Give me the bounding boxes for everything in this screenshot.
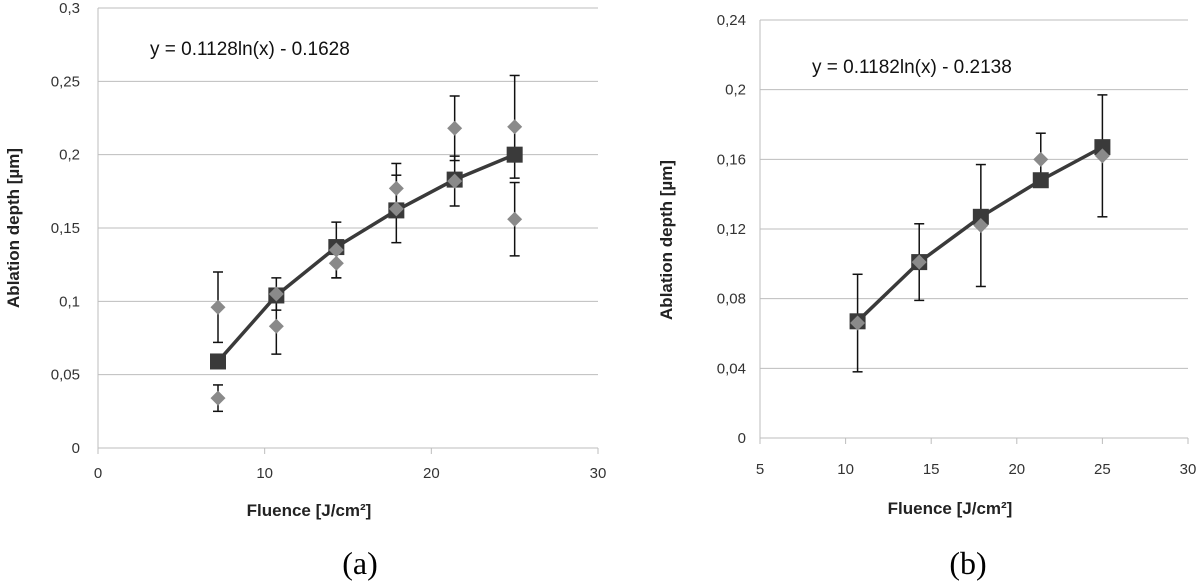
chart-a-measurement-marker	[388, 180, 404, 196]
chart-b-measurement-marker	[911, 254, 927, 270]
chart-b-x-tick-label: 10	[837, 461, 854, 478]
chart-a-measurement-marker	[268, 286, 284, 302]
chart-b-axes	[759, 20, 1188, 439]
chart-a-mean-marker	[210, 353, 226, 370]
chart-b-y-tick-label: 0,04	[717, 360, 746, 377]
chart-b-mean-marker	[972, 208, 989, 225]
chart-b-measurement-marker	[1033, 151, 1049, 167]
chart-a-x-tick-label: 10	[256, 465, 273, 482]
chart-a-measurement-marker	[268, 318, 284, 334]
chart-a-axes	[97, 8, 598, 449]
chart-a-measurement-marker	[328, 255, 344, 271]
chart-b-mean-line	[856, 145, 1104, 323]
chart-a-measurement-marker	[447, 173, 463, 189]
chart-a-mean-marker	[506, 146, 523, 163]
chart-a-y-tick-label: 0,1	[59, 293, 80, 310]
chart-a-x-tick-label: 0	[94, 465, 102, 482]
chart-a-caption: (a)	[342, 545, 378, 581]
chart-b-x-tick-label: 30	[1180, 461, 1197, 478]
chart-b: 0 0,04 0,08 0,12 0,16 0,2 0,24 5 10 15 20 25 30 y =…	[657, 12, 1196, 581]
chart-b-error-bars	[852, 94, 1108, 373]
chart-a-measurement-marker	[447, 120, 463, 136]
chart-b-y-ticks: 0 0,04 0,08 0,12 0,16 0,2 0,24	[717, 12, 746, 447]
chart-a-mean-line	[216, 153, 516, 363]
chart-a-y-tick-label: 0,3	[59, 0, 80, 17]
chart-b-measurement-markers	[850, 148, 1110, 331]
chart-a-y-axis-title: Ablation depth [µm]	[4, 148, 23, 308]
chart-a-y-tick-label: 0,15	[51, 220, 80, 237]
chart-a-y-tick-label: 0,25	[51, 73, 80, 90]
chart-a-trend-line	[216, 153, 516, 363]
chart-a-measurement-marker	[388, 201, 404, 217]
chart-a-measurement-marker	[210, 390, 226, 406]
chart-a-measurement-markers	[210, 119, 523, 406]
chart-b-x-tick-label: 25	[1094, 461, 1111, 478]
chart-b-caption: (b)	[949, 545, 986, 581]
chart-b-measurement-marker	[973, 218, 989, 234]
chart-a-measurement-marker	[210, 299, 226, 315]
chart-b-mean-marker	[1094, 139, 1111, 156]
chart-a-y-tick-label: 0	[72, 440, 80, 457]
chart-b-mean-marker	[1032, 172, 1049, 189]
chart-b-x-axis-title: Fluence [J/cm²]	[888, 499, 1013, 518]
chart-b-y-tick-label: 0,2	[725, 82, 746, 99]
chart-b-x-tick-label: 5	[756, 461, 764, 478]
chart-b-gridlines	[760, 19, 1188, 369]
chart-a-measurement-marker	[507, 211, 523, 227]
chart-a-error-bars	[213, 74, 520, 413]
chart-b-y-tick-label: 0,16	[717, 151, 746, 168]
chart-a-x-axis-title: Fluence [J/cm²]	[247, 501, 372, 520]
chart-b-trend-line	[856, 145, 1104, 323]
chart-b-measurement-marker	[1094, 148, 1110, 164]
chart-b-mean-markers	[849, 139, 1111, 330]
chart-b-equation: y = 0.1182ln(x) - 0.2138	[812, 57, 1012, 78]
chart-b-y-tick-label: 0,12	[717, 221, 746, 238]
chart-b-y-tick-label: 0,08	[717, 291, 746, 308]
chart-a: 0 0,05 0,1 0,15 0,2 0,25 0,3 0 10 20 30 y = 0.112…	[4, 0, 606, 581]
chart-a-y-tick-label: 0,05	[51, 367, 80, 384]
chart-a-equation: y = 0.1128ln(x) - 0.1628	[150, 39, 350, 60]
chart-a-measurement-marker	[507, 119, 523, 135]
chart-b-x-ticks: 5 10 15 20 25 30	[756, 438, 1197, 478]
chart-a-x-tick-label: 30	[590, 465, 607, 482]
chart-b-y-tick-label: 0,24	[717, 12, 746, 29]
chart-b-x-tick-label: 15	[923, 461, 940, 478]
chart-a-gridlines	[98, 7, 598, 376]
chart-a-mean-markers	[210, 146, 523, 370]
chart-a-measurement-marker	[328, 242, 344, 258]
chart-a-y-tick-label: 0,2	[59, 147, 80, 164]
chart-a-x-tick-label: 20	[423, 465, 440, 482]
chart-a-x-ticks: 0 10 20 30	[94, 448, 607, 482]
chart-a-y-ticks: 0 0,05 0,1 0,15 0,2 0,25 0,3	[51, 0, 80, 457]
chart-b-y-axis-title: Ablation depth [µm]	[657, 160, 676, 320]
chart-b-measurement-marker	[850, 315, 866, 331]
chart-b-x-tick-label: 20	[1008, 461, 1025, 478]
chart-b-y-tick-label: 0	[738, 430, 746, 447]
